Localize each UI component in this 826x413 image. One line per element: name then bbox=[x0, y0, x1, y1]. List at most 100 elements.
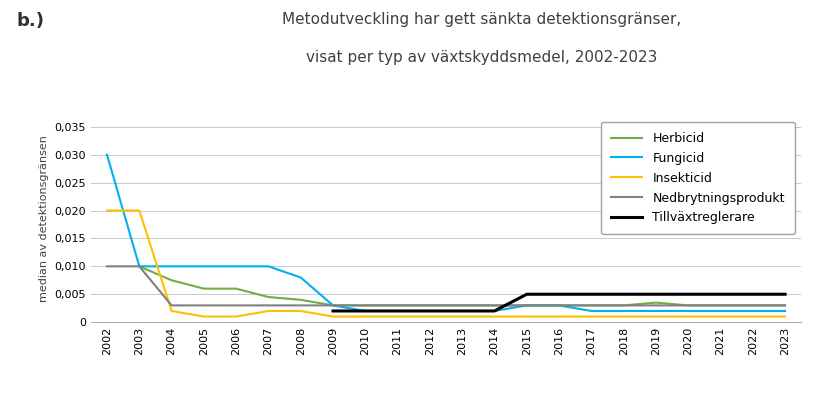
Tillväxtreglerare bbox=[651, 292, 661, 297]
Nedbrytningsprodukt bbox=[360, 303, 370, 308]
Text: visat per typ av växtskyddsmedel, 2002-2023: visat per typ av växtskyddsmedel, 2002-2… bbox=[306, 50, 657, 64]
Nedbrytningsprodukt bbox=[231, 303, 241, 308]
Insekticid bbox=[263, 309, 273, 313]
Line: Herbicid: Herbicid bbox=[140, 266, 785, 305]
Tillväxtreglerare bbox=[392, 309, 402, 313]
Fungicid bbox=[231, 264, 241, 269]
Fungicid bbox=[522, 303, 532, 308]
Tillväxtreglerare bbox=[780, 292, 790, 297]
Herbicid bbox=[458, 303, 468, 308]
Herbicid bbox=[296, 297, 306, 302]
Nedbrytningsprodukt bbox=[780, 303, 790, 308]
Herbicid bbox=[167, 278, 177, 283]
Herbicid bbox=[780, 303, 790, 308]
Fungicid bbox=[296, 275, 306, 280]
Herbicid bbox=[392, 303, 402, 308]
Nedbrytningsprodukt bbox=[263, 303, 273, 308]
Herbicid bbox=[748, 303, 757, 308]
Tillväxtreglerare bbox=[586, 292, 596, 297]
Insekticid bbox=[135, 208, 145, 213]
Insekticid bbox=[458, 314, 468, 319]
Text: Metodutveckling har gett sänkta detektionsgränser,: Metodutveckling har gett sänkta detektio… bbox=[282, 12, 681, 27]
Y-axis label: median av detektionsgränsen: median av detektionsgränsen bbox=[39, 135, 49, 302]
Insekticid bbox=[683, 314, 693, 319]
Insekticid bbox=[748, 314, 757, 319]
Nedbrytningsprodukt bbox=[296, 303, 306, 308]
Fungicid bbox=[263, 264, 273, 269]
Insekticid bbox=[554, 314, 564, 319]
Line: Tillväxtreglerare: Tillväxtreglerare bbox=[333, 294, 785, 311]
Nedbrytningsprodukt bbox=[683, 303, 693, 308]
Nedbrytningsprodukt bbox=[651, 303, 661, 308]
Nedbrytningsprodukt bbox=[425, 303, 434, 308]
Herbicid bbox=[554, 303, 564, 308]
Fungicid bbox=[748, 309, 757, 313]
Fungicid bbox=[490, 309, 500, 313]
Fungicid bbox=[102, 152, 112, 157]
Line: Insekticid: Insekticid bbox=[107, 211, 785, 316]
Fungicid bbox=[425, 309, 434, 313]
Nedbrytningsprodukt bbox=[490, 303, 500, 308]
Herbicid bbox=[328, 303, 338, 308]
Tillväxtreglerare bbox=[522, 292, 532, 297]
Tillväxtreglerare bbox=[748, 292, 757, 297]
Fungicid bbox=[392, 309, 402, 313]
Tillväxtreglerare bbox=[619, 292, 629, 297]
Tillväxtreglerare bbox=[715, 292, 725, 297]
Fungicid bbox=[651, 309, 661, 313]
Nedbrytningsprodukt bbox=[102, 264, 112, 269]
Tillväxtreglerare bbox=[554, 292, 564, 297]
Tillväxtreglerare bbox=[490, 309, 500, 313]
Herbicid bbox=[199, 286, 209, 291]
Nedbrytningsprodukt bbox=[748, 303, 757, 308]
Herbicid bbox=[425, 303, 434, 308]
Insekticid bbox=[102, 208, 112, 213]
Line: Nedbrytningsprodukt: Nedbrytningsprodukt bbox=[107, 266, 785, 305]
Fungicid bbox=[167, 264, 177, 269]
Nedbrytningsprodukt bbox=[135, 264, 145, 269]
Tillväxtreglerare bbox=[683, 292, 693, 297]
Fungicid bbox=[619, 309, 629, 313]
Tillväxtreglerare bbox=[458, 309, 468, 313]
Nedbrytningsprodukt bbox=[199, 303, 209, 308]
Fungicid bbox=[458, 309, 468, 313]
Herbicid bbox=[586, 303, 596, 308]
Fungicid bbox=[586, 309, 596, 313]
Insekticid bbox=[780, 314, 790, 319]
Fungicid bbox=[199, 264, 209, 269]
Nedbrytningsprodukt bbox=[458, 303, 468, 308]
Herbicid bbox=[522, 303, 532, 308]
Herbicid bbox=[490, 303, 500, 308]
Insekticid bbox=[328, 314, 338, 319]
Nedbrytningsprodukt bbox=[167, 303, 177, 308]
Line: Fungicid: Fungicid bbox=[107, 155, 785, 311]
Insekticid bbox=[522, 314, 532, 319]
Tillväxtreglerare bbox=[360, 309, 370, 313]
Herbicid bbox=[263, 294, 273, 299]
Insekticid bbox=[167, 309, 177, 313]
Nedbrytningsprodukt bbox=[586, 303, 596, 308]
Nedbrytningsprodukt bbox=[328, 303, 338, 308]
Insekticid bbox=[586, 314, 596, 319]
Herbicid bbox=[715, 303, 725, 308]
Insekticid bbox=[296, 309, 306, 313]
Insekticid bbox=[715, 314, 725, 319]
Nedbrytningsprodukt bbox=[522, 303, 532, 308]
Tillväxtreglerare bbox=[328, 309, 338, 313]
Nedbrytningsprodukt bbox=[554, 303, 564, 308]
Nedbrytningsprodukt bbox=[392, 303, 402, 308]
Nedbrytningsprodukt bbox=[715, 303, 725, 308]
Herbicid bbox=[360, 303, 370, 308]
Legend: Herbicid, Fungicid, Insekticid, Nedbrytningsprodukt, Tillväxtreglerare: Herbicid, Fungicid, Insekticid, Nedbrytn… bbox=[601, 122, 795, 235]
Insekticid bbox=[392, 314, 402, 319]
Insekticid bbox=[619, 314, 629, 319]
Fungicid bbox=[328, 303, 338, 308]
Insekticid bbox=[199, 314, 209, 319]
Insekticid bbox=[425, 314, 434, 319]
Fungicid bbox=[715, 309, 725, 313]
Insekticid bbox=[231, 314, 241, 319]
Insekticid bbox=[651, 314, 661, 319]
Herbicid bbox=[135, 264, 145, 269]
Insekticid bbox=[360, 314, 370, 319]
Herbicid bbox=[683, 303, 693, 308]
